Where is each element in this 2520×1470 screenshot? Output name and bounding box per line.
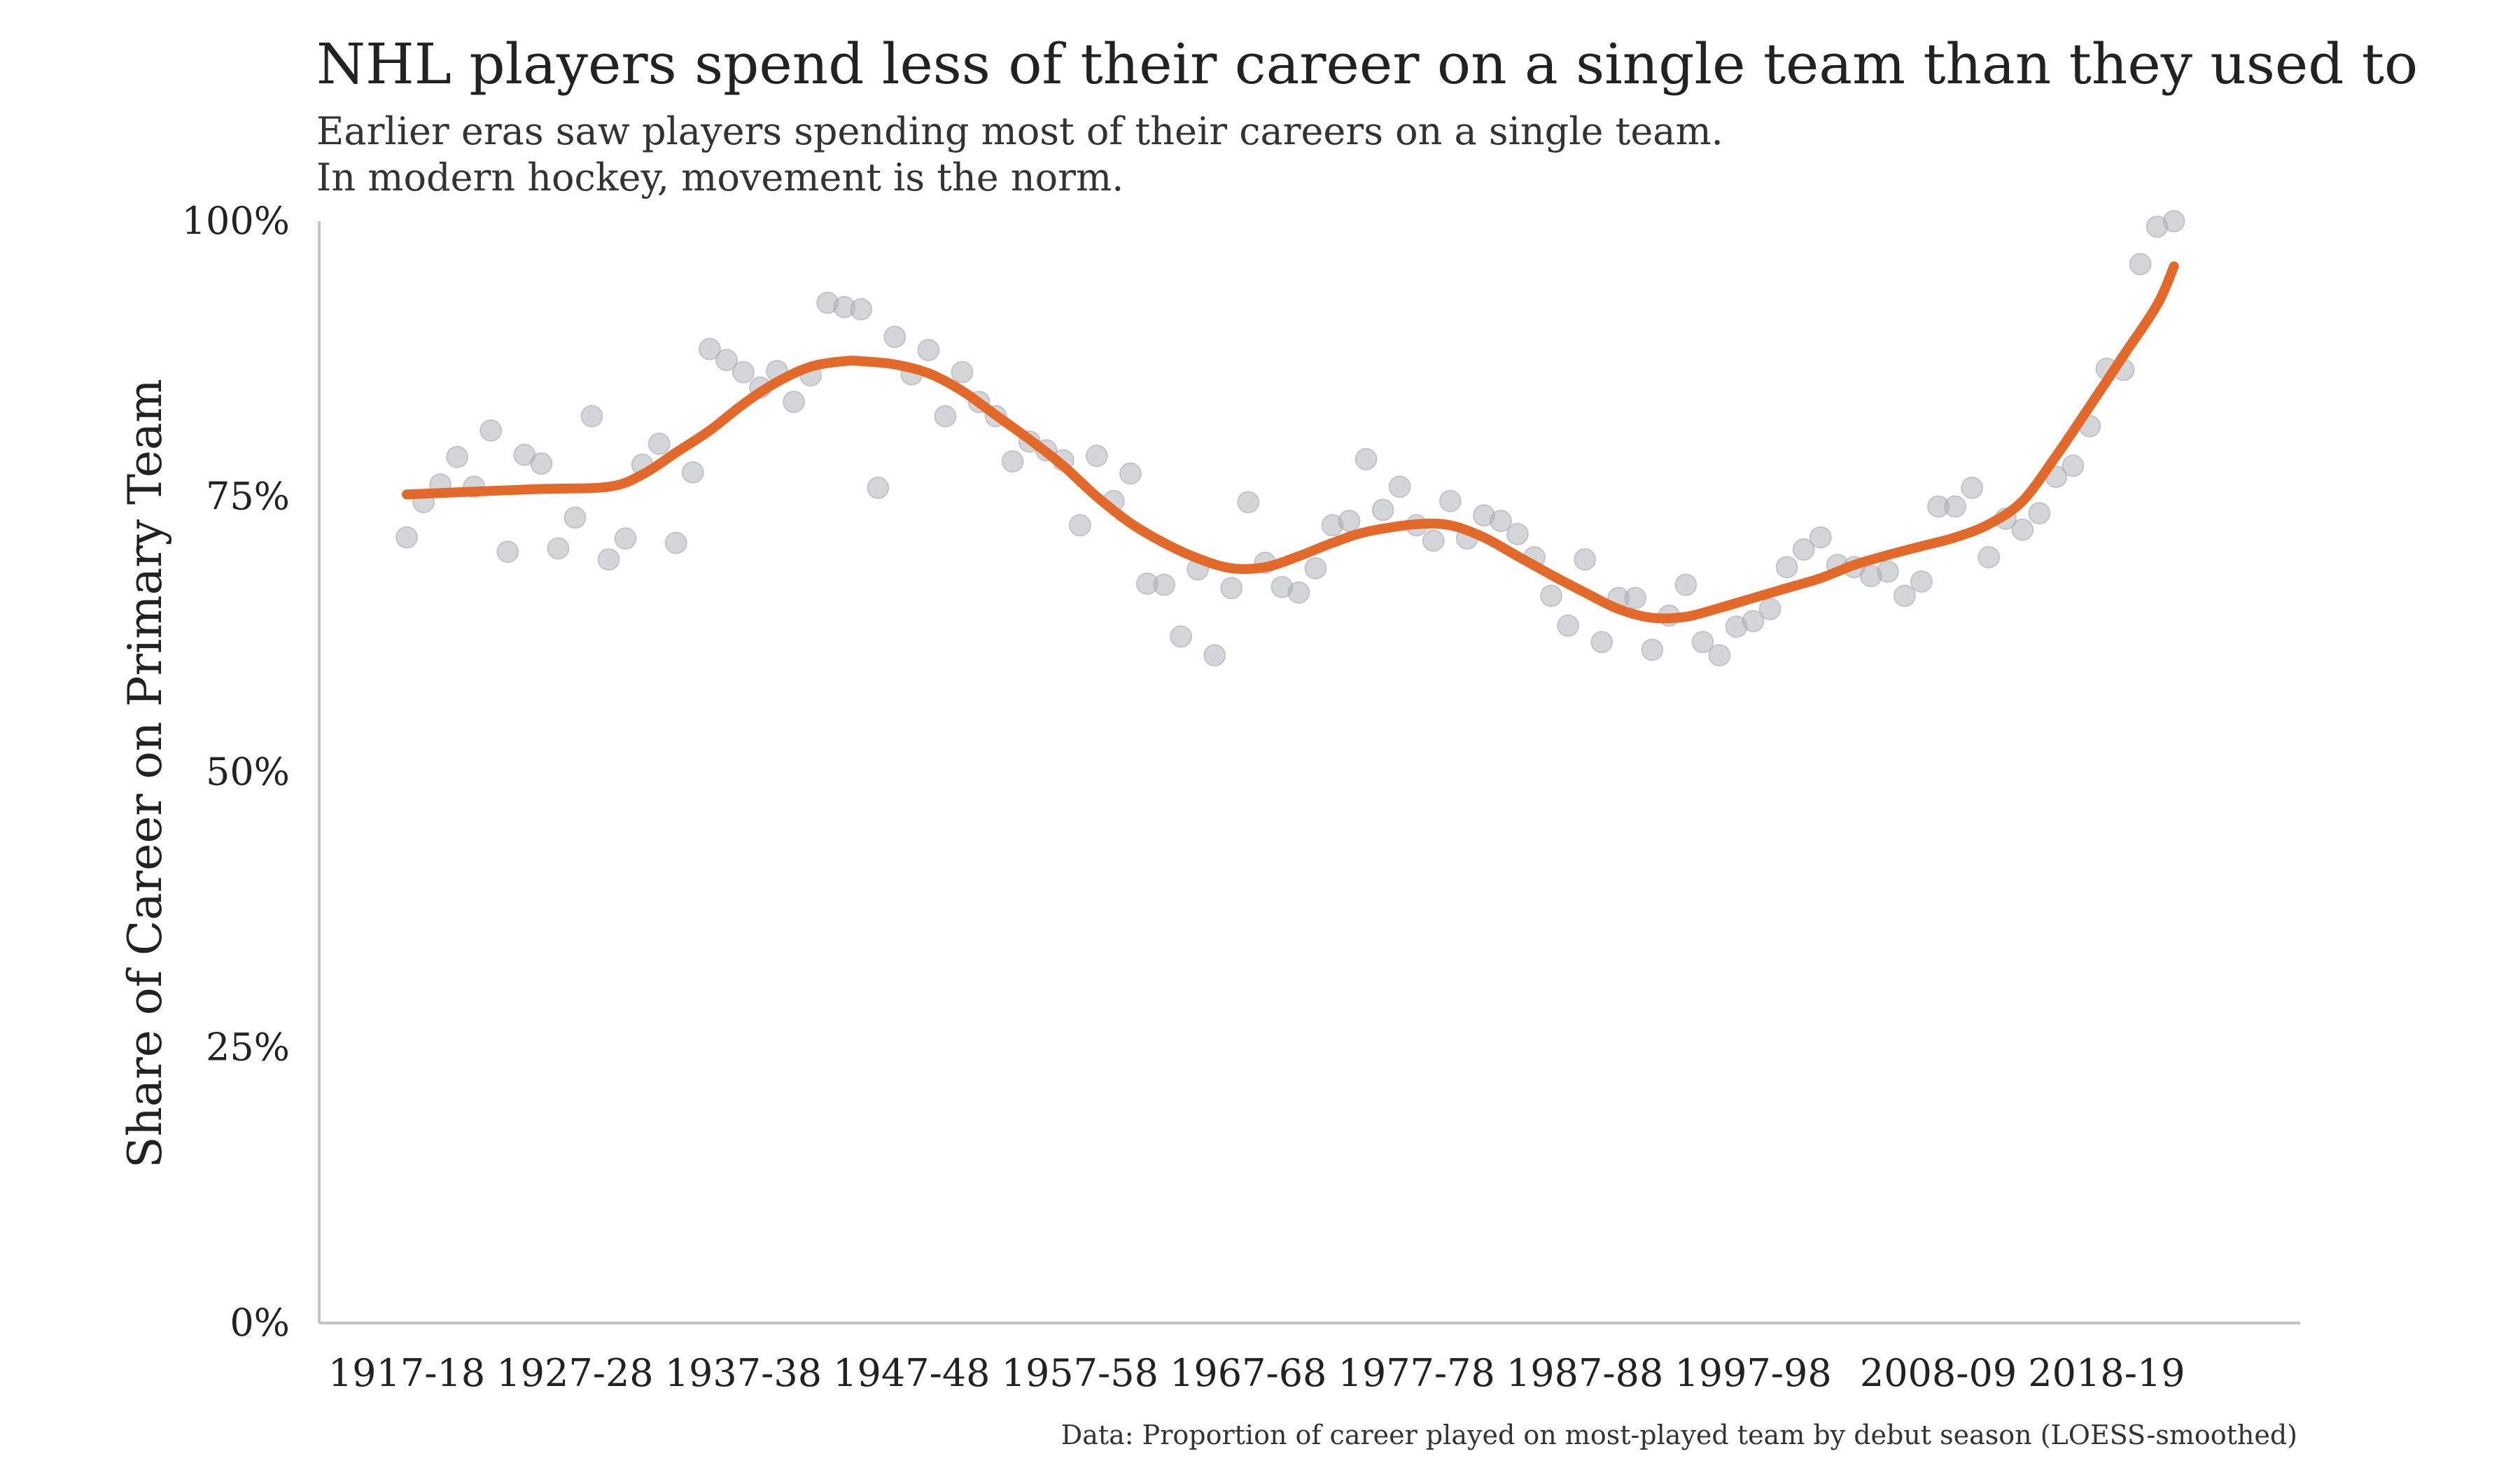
- data-point: [1304, 556, 1327, 580]
- data-point: [648, 432, 671, 455]
- data-point: [1674, 573, 1698, 596]
- data-point: [396, 526, 419, 549]
- data-point: [715, 349, 738, 372]
- data-point: [698, 337, 721, 360]
- data-point: [1438, 489, 1462, 512]
- chart-subtitle-line-1: Earlier eras saw players spending most o…: [316, 109, 1723, 153]
- data-point: [1809, 526, 1832, 549]
- x-tick-label: 2008-09: [1860, 1351, 2017, 1395]
- data-point: [664, 531, 687, 554]
- data-point: [2028, 502, 2051, 525]
- chart-subtitle-line-2: In modern hockey, movement is the norm.: [316, 155, 1124, 200]
- data-point: [1153, 573, 1176, 596]
- data-point: [1237, 491, 1260, 514]
- x-tick-label: 1927-28: [496, 1351, 653, 1395]
- data-point: [1422, 529, 1445, 552]
- data-point: [547, 537, 570, 560]
- data-point: [850, 298, 873, 321]
- data-point: [783, 391, 806, 414]
- data-point: [1489, 510, 1512, 533]
- data-point: [1540, 584, 1563, 608]
- y-tick-label: 50%: [206, 750, 290, 794]
- data-point: [564, 506, 587, 529]
- data-point: [1742, 610, 1765, 633]
- data-point: [530, 452, 553, 475]
- data-point: [1708, 644, 1731, 667]
- chart-title: NHL players spend less of their career o…: [316, 31, 2418, 97]
- data-point: [614, 527, 637, 550]
- x-tick-label: 2018-19: [2028, 1351, 2185, 1395]
- data-point: [1876, 560, 1899, 583]
- x-tick-label: 1997-98: [1674, 1351, 1831, 1395]
- smooth-trend-line: [402, 261, 2179, 624]
- data-point: [1557, 614, 1580, 637]
- data-point: [1170, 625, 1193, 648]
- data-point: [1506, 523, 1529, 546]
- y-axis-label: Share of Career on Primary Team: [118, 379, 172, 1168]
- data-point: [1220, 577, 1243, 600]
- data-point: [1977, 546, 2001, 569]
- data-point: [1961, 476, 1984, 499]
- data-point: [1388, 475, 1411, 498]
- data-point: [1691, 631, 1714, 654]
- x-tick-label: 1977-78: [1338, 1351, 1494, 1395]
- data-point: [1758, 598, 1782, 621]
- data-point: [2011, 518, 2034, 541]
- data-point: [867, 476, 890, 499]
- data-point: [597, 548, 620, 571]
- data-point: [2162, 210, 2185, 232]
- data-point: [2062, 454, 2085, 477]
- x-tick-label: 1987-88: [1506, 1351, 1663, 1395]
- data-point: [681, 461, 704, 484]
- data-point: [1574, 548, 1597, 571]
- x-tick-label: 1967-68: [1170, 1351, 1326, 1395]
- data-point: [1287, 581, 1310, 604]
- x-tick-label: 1947-48: [833, 1351, 990, 1395]
- data-point: [934, 405, 957, 428]
- scatter-points: [396, 210, 2185, 667]
- x-tick-label: 1937-38: [665, 1351, 822, 1395]
- data-point: [1624, 587, 1647, 610]
- x-tick-label: 1957-58: [1002, 1351, 1158, 1395]
- data-point: [1371, 498, 1394, 522]
- y-tick-label: 100%: [182, 199, 290, 243]
- data-point: [883, 326, 906, 349]
- data-point: [1590, 631, 1614, 654]
- data-point: [1203, 644, 1226, 667]
- data-point: [1641, 638, 1664, 662]
- x-tick-labels: 1917-18 1927-28 1937-38 1947-48 1957-58 1967-…: [328, 1351, 2185, 1395]
- data-point: [1354, 447, 1378, 470]
- data-point: [479, 419, 503, 442]
- data-point: [1068, 514, 1091, 537]
- data-point: [2129, 253, 2152, 276]
- y-tick-label: 75%: [206, 475, 290, 519]
- y-tick-label: 25%: [206, 1026, 290, 1070]
- y-tick-labels: 0% 25% 50% 75% 100%: [182, 199, 290, 1345]
- data-point: [446, 445, 469, 468]
- data-point: [1001, 450, 1024, 473]
- data-point: [496, 540, 519, 564]
- data-point: [1893, 584, 1916, 608]
- data-point: [1775, 556, 1798, 579]
- data-point: [1944, 495, 1967, 518]
- data-point: [1338, 510, 1361, 533]
- data-point: [1910, 570, 1933, 593]
- data-point: [1792, 538, 1815, 561]
- data-point: [951, 360, 974, 384]
- chart-caption: Data: Proportion of career played on mos…: [1061, 1420, 2297, 1450]
- x-tick-label: 1917-18: [328, 1351, 485, 1395]
- data-point: [580, 405, 603, 428]
- data-point: [917, 339, 940, 362]
- data-point: [1085, 444, 1108, 468]
- data-point: [732, 360, 755, 384]
- trend-line: [402, 261, 2179, 624]
- data-point: [1119, 462, 1142, 485]
- y-tick-label: 0%: [230, 1301, 290, 1345]
